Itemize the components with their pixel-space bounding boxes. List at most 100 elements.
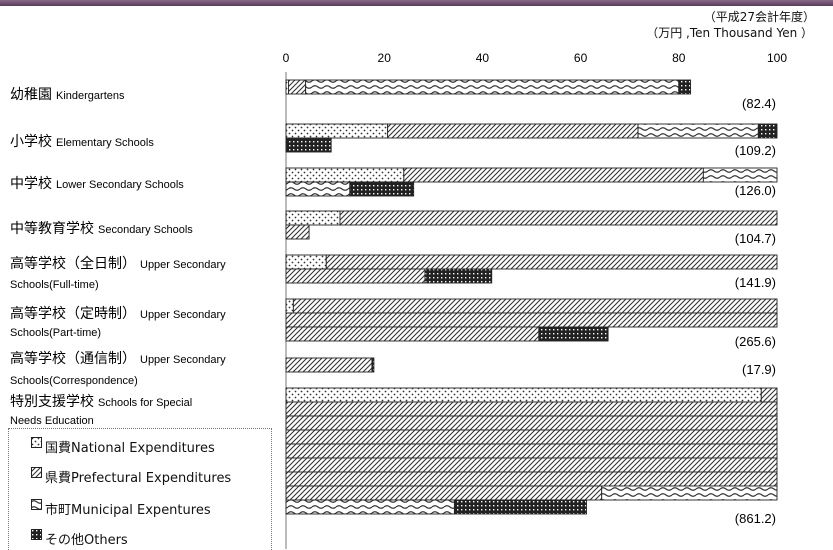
bar-segment-prefectural <box>285 471 778 487</box>
bar-segment-prefectural <box>288 79 307 95</box>
category-label-en: Schools for Special <box>98 397 192 409</box>
legend-label: 市町Municipal Expentures <box>45 503 211 518</box>
category-label-jp: 中等教育学校 <box>10 220 94 237</box>
bar-segment-municipal <box>601 485 778 501</box>
x-tick-label: 80 <box>672 51 686 65</box>
x-tick-label: 20 <box>378 51 392 65</box>
legend-swatch-prefectural <box>31 467 42 478</box>
category-label: 高等学校（定時制） Upper Secondary <box>10 305 226 322</box>
bar-segment-national <box>285 254 327 270</box>
category-label-en: Elementary Schools <box>56 137 154 149</box>
legend-item-municipal: 市町Municipal Expentures <box>31 499 211 518</box>
bar-segment-others <box>349 181 415 197</box>
bar-segment-prefectural <box>339 210 778 226</box>
category-label-jp: 中学校 <box>10 175 52 192</box>
bar-segment-others <box>424 268 493 284</box>
legend: 国費National Expenditures 県費Prefectural Ex… <box>8 428 272 550</box>
legend-swatch-municipal <box>31 499 42 510</box>
category-label-en: Upper Secondary <box>140 259 226 271</box>
category-label-jp: 小学校 <box>10 133 52 150</box>
x-tick-label: 40 <box>476 51 490 65</box>
bar-segment-prefectural <box>292 298 778 314</box>
bar-segment-national <box>285 210 341 226</box>
category-label-jp: 高等学校（通信制） <box>10 350 136 367</box>
total-label: (861.2) <box>735 511 776 526</box>
bar-segment-prefectural <box>760 387 778 403</box>
bar-segment-prefectural <box>285 429 778 445</box>
total-label: (126.0) <box>735 183 776 198</box>
bar-segment-municipal <box>305 79 680 95</box>
bar-segment-prefectural <box>285 443 778 459</box>
legend-item-others: その他Others <box>31 529 128 548</box>
legend-swatch-others <box>31 529 42 540</box>
category-label-jp: 高等学校（全日制） <box>10 255 136 272</box>
category-label: 幼稚園 Kindergartens <box>10 87 125 103</box>
x-tick-label: 0 <box>283 51 290 65</box>
total-label: (109.2) <box>735 143 776 158</box>
total-label: (104.7) <box>735 231 776 246</box>
bar-segment-national <box>285 387 762 403</box>
bar-segment-municipal <box>285 181 351 197</box>
x-tick-label: 100 <box>767 51 787 65</box>
category-label-en: Lower Secondary Schools <box>56 179 184 191</box>
category-label-jp: 高等学校（定時制） <box>10 305 136 322</box>
category-label: 特別支援学校 Schools for Special <box>10 393 192 410</box>
total-labels: (82.4) (109.2) (126.0) (104.7) (141.9) (265.6… <box>735 96 776 526</box>
category-label: 中等教育学校 Secondary Schools <box>10 220 193 237</box>
bar-segment-prefectural <box>403 167 704 183</box>
category-label-jp: 特別支援学校 <box>10 393 94 410</box>
bar-segment-others <box>678 79 692 95</box>
category-label: 高等学校（通信制） Upper Secondary <box>10 350 226 367</box>
category-label-en: Upper Secondary <box>140 309 226 321</box>
category-label: 小学校 Elementary Schools <box>10 133 154 150</box>
total-label: (141.9) <box>735 275 776 290</box>
bar-segment-others <box>757 123 778 139</box>
total-label: (17.9) <box>742 362 776 377</box>
bar-segment-prefectural <box>325 254 778 270</box>
category-label: 中学校 Lower Secondary Schools <box>10 175 184 192</box>
bar-segment-prefectural <box>285 457 778 473</box>
category-label-en-line2: Needs Education <box>10 415 94 427</box>
bar-segment-others <box>285 137 332 153</box>
legend-label: 国費National Expenditures <box>45 441 215 456</box>
category-label-en-line2: Schools(Full-time) <box>10 279 99 291</box>
bar-segment-municipal <box>637 123 759 139</box>
bar-segment-prefectural <box>285 268 426 284</box>
category-label-en-line2: Schools(Part-time) <box>10 327 101 339</box>
bar-segment-others <box>453 499 587 515</box>
bar-segment-prefectural <box>285 415 778 431</box>
bar-segment-national <box>285 298 294 314</box>
legend-item-national: 国費National Expenditures <box>31 437 215 456</box>
category-label-jp: 幼稚園 <box>10 87 52 103</box>
bar-segment-prefectural <box>285 326 540 342</box>
category-label-en-line2: Schools(Correspondence) <box>10 375 138 387</box>
bar-segment-prefectural <box>285 312 778 328</box>
unit-label: （万円 ,Ten Thousand Yen ） <box>646 26 813 40</box>
category-labels: 幼稚園 Kindergartens 小学校 Elementary Schools 中学校… <box>10 87 226 427</box>
header-bar <box>0 0 833 6</box>
legend-label: その他Others <box>45 533 128 548</box>
total-label: (265.6) <box>735 334 776 349</box>
category-label-en: Secondary Schools <box>98 224 193 236</box>
bar-segment-municipal <box>285 499 455 515</box>
bar-segment-prefectural <box>285 224 310 240</box>
bar-segment-national <box>285 123 389 139</box>
bar-segment-others <box>371 357 375 373</box>
bars <box>285 79 778 515</box>
category-label-en: Upper Secondary <box>140 354 226 366</box>
category-label-en: Kindergartens <box>56 90 125 102</box>
legend-label: 県費Prefectural Expenditures <box>45 471 232 486</box>
bar-segment-others <box>538 326 609 342</box>
bar-segment-prefectural <box>387 123 639 139</box>
bar-segment-prefectural <box>285 357 373 373</box>
bar-segment-municipal <box>702 167 778 183</box>
bar-segment-prefectural <box>285 401 778 417</box>
bar-segment-prefectural <box>285 485 603 501</box>
bar-segment-national <box>285 167 405 183</box>
total-label: (82.4) <box>742 96 776 111</box>
legend-item-prefectural: 県費Prefectural Expenditures <box>31 467 231 486</box>
x-tick-label: 60 <box>574 51 588 65</box>
category-label: 高等学校（全日制） Upper Secondary <box>10 255 226 272</box>
fiscal-year-label: （平成27会計年度） <box>703 10 815 24</box>
